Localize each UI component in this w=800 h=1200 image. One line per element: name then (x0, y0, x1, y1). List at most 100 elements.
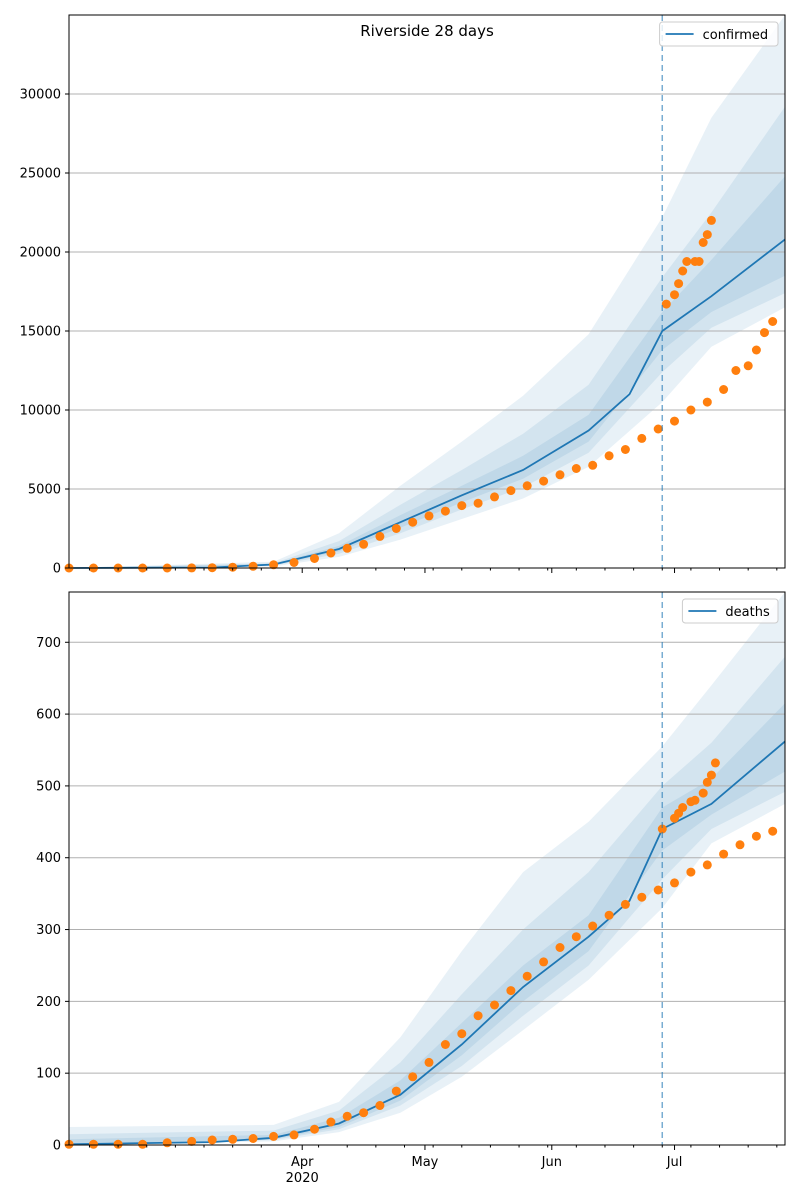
deaths-observed-point (620, 899, 630, 909)
confirmed-band-1 (69, 106, 785, 568)
x-tick-label: Jul (666, 1155, 683, 1170)
confirmed-gridlines (69, 93, 785, 490)
deaths-observed-point (604, 910, 614, 920)
confirmed-observed-point (490, 492, 499, 502)
confirmed-observed-point (310, 554, 319, 563)
deaths-observed-point (342, 1111, 352, 1121)
deaths-observed-point (653, 885, 663, 895)
deaths-observed-point (424, 1057, 434, 1067)
deaths-observed-point (326, 1117, 336, 1127)
deaths-observed-point (506, 986, 516, 996)
deaths-observed-point (248, 1134, 258, 1143)
deaths-y-tick-label: 300 (36, 923, 61, 938)
deaths-observed-points (64, 758, 778, 1149)
deaths-band-0 (69, 592, 785, 1145)
confirmed-observed-point (289, 558, 299, 567)
confirmed-observed-point (248, 561, 258, 571)
deaths-observed-point (113, 1139, 123, 1149)
deaths-median-line (68, 740, 786, 1146)
deaths-band-2 (69, 703, 785, 1145)
deaths-observed-point (571, 932, 581, 942)
deaths-observed-point (89, 1139, 98, 1149)
confirmed-observed-point (661, 299, 671, 309)
confirmed-observed-point (408, 517, 418, 527)
confirmed-y-tick-label: 20000 (20, 246, 61, 261)
confirmed-legend: confirmed (659, 21, 779, 47)
confirmed-y-tick-label: 15000 (20, 325, 61, 340)
confirmed-observed-point (424, 511, 434, 521)
deaths-observed-point (768, 826, 778, 836)
confirmed-observed-point (522, 481, 532, 491)
confirmed-observed-point (457, 501, 467, 511)
deaths-observed-point (751, 831, 761, 841)
deaths-observed-point (162, 1138, 172, 1148)
confirmed-observed-point (686, 405, 696, 415)
confirmed-observed-point (539, 476, 549, 486)
deaths-observed-point (555, 943, 565, 952)
x-tick-label: Apr (291, 1155, 314, 1170)
confirmed-observed-point (694, 257, 704, 266)
deaths-observed-point (719, 849, 729, 859)
deaths-observed-point (228, 1134, 238, 1144)
deaths-observed-point (706, 770, 716, 780)
deaths-observed-point (289, 1130, 299, 1140)
deaths-observed-point (702, 777, 712, 787)
confirmed-y-tick-label: 25000 (20, 167, 61, 182)
x-tick-label: May (412, 1155, 439, 1170)
deaths-observed-point (207, 1135, 217, 1145)
deaths-y-tick-label: 700 (36, 636, 61, 651)
deaths-legend: deaths (681, 598, 779, 624)
deaths-observed-point (359, 1108, 369, 1118)
confirmed-observed-point (653, 424, 663, 434)
deaths-legend-box (681, 598, 779, 624)
deaths-axes-frame (68, 591, 786, 1146)
deaths-observed-point (588, 921, 598, 931)
deaths-observed-point (522, 971, 532, 981)
confirmed-observed-point (670, 290, 679, 300)
deaths-observed-point (698, 788, 708, 798)
deaths-observed-point (457, 1029, 467, 1039)
deaths-observed-point (490, 1000, 499, 1010)
deaths-observed-point (539, 957, 549, 967)
deaths-observed-point (735, 840, 745, 850)
confirmed-observed-point (326, 548, 336, 558)
deaths-observed-point (187, 1136, 197, 1146)
deaths-gridlines (69, 641, 785, 1074)
confirmed-observed-point (768, 317, 778, 326)
confirmed-y-tick-label: 30000 (20, 88, 61, 103)
deaths-observed-point (678, 803, 688, 812)
confirmed-y-tick-label: 10000 (20, 404, 61, 419)
confirmed-observed-point (760, 328, 769, 338)
confirmed-observed-point (719, 385, 729, 394)
confirmed-observed-point (698, 238, 708, 247)
x-tick-sublabel: 2020 (286, 1171, 319, 1186)
x-tick-label: Jun (541, 1155, 562, 1170)
deaths-observed-point (473, 1011, 483, 1021)
confirmed-observed-point (620, 445, 630, 454)
confirmed-median-series (68, 238, 786, 569)
confirmed-x-axis-ticks (88, 568, 778, 573)
confirmed-observed-point (743, 361, 753, 371)
confirmed-observed-points (64, 215, 778, 573)
deaths-y-tick-label: 200 (36, 995, 61, 1010)
confirmed-observed-point (702, 397, 712, 407)
confirmed-observed-point (571, 464, 581, 473)
chart-title: Riverside 28 days (360, 22, 494, 40)
deaths-observed-point (710, 758, 720, 768)
confirmed-observed-point (269, 560, 279, 570)
confirmed-observed-point (228, 562, 238, 572)
confirmed-observed-point (604, 451, 614, 461)
confirmed-observed-point (731, 366, 741, 375)
confirmed-observed-point (588, 460, 598, 470)
confirmed-observed-point (637, 433, 647, 443)
deaths-observed-point (269, 1131, 279, 1141)
confirmed-observed-point (555, 470, 565, 480)
deaths-observed-point (637, 892, 647, 902)
deaths-observed-point (138, 1139, 148, 1149)
confirmed-observed-point (391, 524, 401, 533)
deaths-observed-point (408, 1072, 418, 1082)
